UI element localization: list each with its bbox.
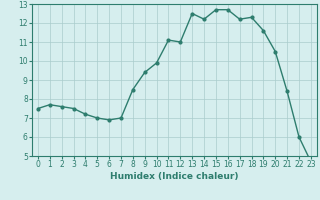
X-axis label: Humidex (Indice chaleur): Humidex (Indice chaleur) bbox=[110, 172, 239, 181]
